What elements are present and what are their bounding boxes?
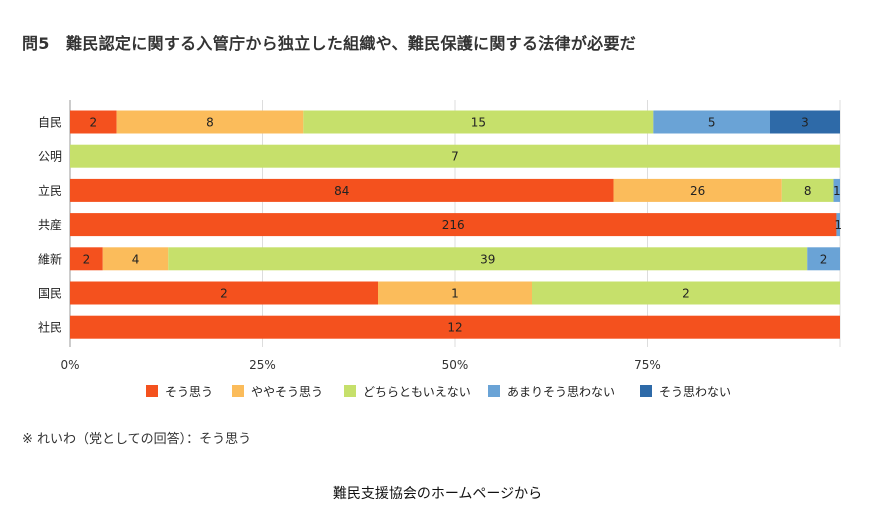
data-label: 1 (833, 184, 841, 198)
bar-segment (70, 178, 614, 202)
data-label: 84 (334, 184, 349, 198)
x-tick-label: 75% (634, 358, 661, 372)
data-label: 2 (682, 287, 690, 301)
category-label: 公明 (38, 150, 62, 164)
category-label: 国民 (38, 287, 62, 301)
bar-segment (378, 281, 532, 305)
data-label: 2 (220, 287, 228, 301)
legend: そう思う ややそう思う どちらともいえない あまりそう思わない そう思わない (146, 385, 731, 399)
category-label: 立民 (38, 183, 62, 198)
legend-swatch (488, 385, 500, 397)
data-label: 8 (206, 116, 214, 130)
legend-swatch (146, 385, 158, 397)
data-label: 2 (83, 252, 91, 266)
data-label: 5 (708, 116, 716, 130)
data-label: 8 (804, 184, 812, 198)
data-label: 12 (447, 321, 462, 335)
data-label: 3 (801, 116, 809, 130)
bar-segment (781, 178, 834, 202)
bar-segment (532, 281, 840, 305)
bar-segment (807, 247, 840, 271)
bar-segment (833, 178, 840, 202)
legend-label: そう思う (165, 385, 213, 399)
data-label: 4 (132, 252, 140, 266)
bar-segment (70, 247, 103, 271)
data-label: 216 (442, 218, 465, 232)
legend-label: ややそう思う (251, 385, 323, 399)
bar-segment (102, 247, 169, 271)
bar-segment (70, 213, 837, 237)
category-label: 維新 (38, 251, 62, 266)
source-caption: 難民支援協会のホームページから (332, 486, 543, 502)
data-label: 39 (480, 252, 495, 266)
legend-swatch (344, 385, 356, 397)
footnote: ※ れいわ（党としての回答）：そう思う (22, 432, 252, 447)
data-label: 26 (690, 184, 705, 198)
x-tick-labels: 0% 25% 50% 75% (60, 358, 660, 372)
bar-segment (168, 247, 808, 271)
bar-segment (303, 110, 654, 134)
data-label: 7 (451, 150, 459, 164)
category-label: 共産 (38, 217, 62, 232)
bar-segment (836, 213, 840, 237)
data-label: 15 (471, 116, 486, 130)
legend-label: どちらともいえない (363, 385, 471, 399)
category-label: 社民 (38, 320, 62, 335)
x-tick-label: 25% (249, 358, 276, 372)
chart-title: 問5 難民認定に関する入管庁から独立した組織や、難民保護に関する法律が必要だ (22, 34, 637, 53)
data-label: 1 (834, 218, 842, 232)
bar-segment (70, 110, 117, 134)
bar-segment (770, 110, 840, 134)
legend-swatch (232, 385, 244, 397)
bar-segment (70, 281, 378, 305)
legend-label: そう思わない (659, 385, 731, 399)
bar-segment (116, 110, 304, 134)
bar-segment (70, 315, 840, 339)
legend-swatch (640, 385, 652, 397)
legend-label: あまりそう思わない (507, 385, 615, 399)
bar-segment (653, 110, 770, 134)
x-tick-label: 0% (60, 358, 79, 372)
data-label: 2 (90, 116, 98, 130)
x-tick-label: 50% (442, 358, 469, 372)
bar-segment (613, 178, 782, 202)
data-label: 1 (451, 287, 459, 301)
category-label: 自民 (38, 116, 62, 130)
data-label: 2 (820, 252, 828, 266)
bar-segment (70, 144, 840, 168)
